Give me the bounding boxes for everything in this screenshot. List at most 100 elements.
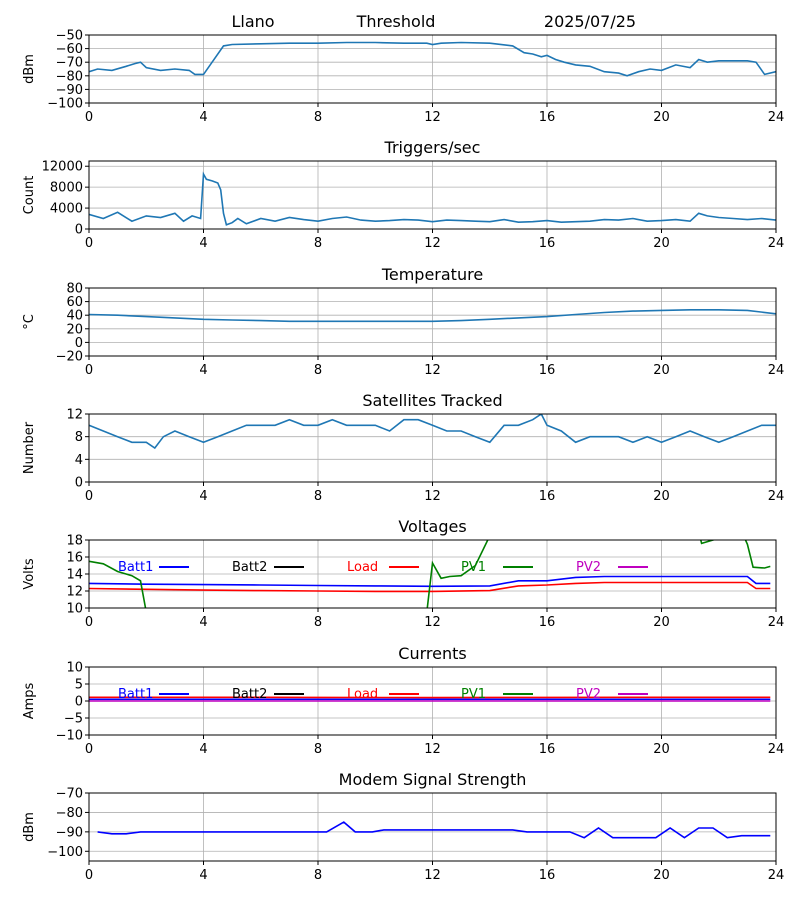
- x-tick-label: 12: [424, 236, 441, 251]
- y-tick-label: −50: [56, 29, 83, 44]
- chart-panel-6: 0 4 8 12 16 20 24 −100 −90 −80 −70 dBm Modem Signal …: [22, 770, 784, 883]
- y-tick-label: 0: [75, 223, 83, 238]
- chart-panel-0: 0 4 8 12 16 20 24 −100−90−80−70−60−50 dBm: [22, 29, 784, 126]
- series-line: [89, 171, 776, 226]
- x-tick-label: 0: [85, 110, 93, 125]
- x-tick-label: 24: [768, 489, 785, 504]
- y-tick-label: 10: [66, 602, 83, 617]
- header-mode: Threshold: [356, 12, 436, 31]
- x-tick-label: 4: [199, 363, 207, 378]
- x-tick-label: 12: [424, 110, 441, 125]
- x-tick-label: 20: [653, 742, 670, 757]
- x-tick-label: 20: [653, 489, 670, 504]
- legend-label: Batt1: [118, 687, 153, 702]
- chart-panel-4: Batt1 Batt2 Load PV1 PV2 0 4 8 12 16 20 24 10 12 14 16 1…: [22, 517, 784, 630]
- y-tick-label: −70: [56, 56, 83, 71]
- y-tick-label: 18: [66, 534, 83, 549]
- legend-label: PV2: [576, 560, 601, 575]
- x-tick-label: 24: [768, 868, 785, 883]
- x-tick-label: 24: [768, 615, 785, 630]
- x-tick-label: 4: [199, 742, 207, 757]
- x-tick-label: 16: [539, 868, 556, 883]
- y-tick-label: 0: [75, 476, 83, 491]
- y-tick-label: −100: [47, 97, 83, 112]
- x-tick-label: 8: [314, 236, 322, 251]
- y-tick-label: 4000: [50, 202, 83, 217]
- header-date: 2025/07/25: [544, 12, 636, 31]
- y-tick-label: 12: [66, 585, 83, 600]
- x-tick-label: 8: [314, 615, 322, 630]
- x-tick-label: 24: [768, 742, 785, 757]
- y-tick-label: 40: [66, 309, 83, 324]
- y-tick-label: 5: [75, 678, 83, 693]
- y-tick-label: −20: [56, 350, 83, 365]
- x-tick-label: 8: [314, 363, 322, 378]
- x-tick-label: 20: [653, 110, 670, 125]
- x-tick-label: 16: [539, 110, 556, 125]
- legend-label: PV2: [576, 687, 601, 702]
- y-tick-label: −70: [56, 787, 83, 802]
- x-tick-label: 0: [85, 236, 93, 251]
- y-tick-label: 8000: [50, 181, 83, 196]
- legend-label: Batt2: [232, 687, 267, 702]
- x-tick-label: 20: [653, 236, 670, 251]
- chart-title: Triggers/sec: [384, 138, 481, 157]
- chart-panel-1: 0 4 8 12 16 20 24 0 4000 8000 12000 Count Triggers/s…: [22, 138, 784, 251]
- legend-label: Batt1: [118, 560, 153, 575]
- y-axis-label: Count: [22, 176, 37, 215]
- x-tick-label: 8: [314, 742, 322, 757]
- x-tick-label: 12: [424, 615, 441, 630]
- y-axis-label: dBm: [22, 54, 37, 84]
- y-tick-label: 12: [66, 408, 83, 423]
- x-tick-label: 20: [653, 615, 670, 630]
- y-tick-label: 80: [66, 282, 83, 297]
- series-line-batt1: [89, 575, 771, 588]
- y-axis-label: Amps: [22, 682, 37, 719]
- y-tick-label: 4: [75, 453, 83, 468]
- x-tick-label: 8: [314, 110, 322, 125]
- y-tick-label: 60: [66, 295, 83, 310]
- series-line: [97, 821, 771, 839]
- y-axis-label: °C: [22, 314, 37, 330]
- y-tick-label: −90: [56, 825, 83, 840]
- y-tick-label: −60: [56, 42, 83, 57]
- x-tick-label: 12: [424, 742, 441, 757]
- y-tick-label: 10: [66, 661, 83, 676]
- legend-label: PV1: [461, 560, 486, 575]
- y-axis-label: dBm: [22, 812, 37, 842]
- x-tick-label: 12: [424, 363, 441, 378]
- x-tick-label: 4: [199, 868, 207, 883]
- x-tick-label: 4: [199, 489, 207, 504]
- x-tick-label: 24: [768, 110, 785, 125]
- x-tick-label: 16: [539, 363, 556, 378]
- y-tick-label: 8: [75, 430, 83, 445]
- x-tick-label: 8: [314, 868, 322, 883]
- y-tick-label: 16: [66, 551, 83, 566]
- y-tick-label: −100: [47, 845, 83, 860]
- x-tick-label: 24: [768, 236, 785, 251]
- y-axis-label: Number: [22, 421, 37, 474]
- x-tick-label: 12: [424, 868, 441, 883]
- y-tick-label: −5: [64, 712, 83, 727]
- x-tick-label: 4: [199, 110, 207, 125]
- series-line: [89, 414, 776, 450]
- x-tick-label: 4: [199, 236, 207, 251]
- y-tick-label: 0: [75, 336, 83, 351]
- series-line-load: [89, 581, 771, 593]
- legend-label: Load: [347, 687, 378, 702]
- y-axis-label: Volts: [22, 558, 37, 590]
- y-tick-label: −10: [56, 729, 83, 744]
- x-tick-label: 12: [424, 489, 441, 504]
- x-tick-label: 0: [85, 363, 93, 378]
- x-tick-label: 0: [85, 615, 93, 630]
- chart-title: Temperature: [381, 265, 483, 284]
- x-tick-label: 16: [539, 236, 556, 251]
- y-tick-label: −90: [56, 83, 83, 98]
- x-tick-label: 0: [85, 742, 93, 757]
- y-tick-label: 0: [75, 695, 83, 710]
- series-line-pv1: [89, 540, 771, 608]
- legend-label: Load: [347, 560, 378, 575]
